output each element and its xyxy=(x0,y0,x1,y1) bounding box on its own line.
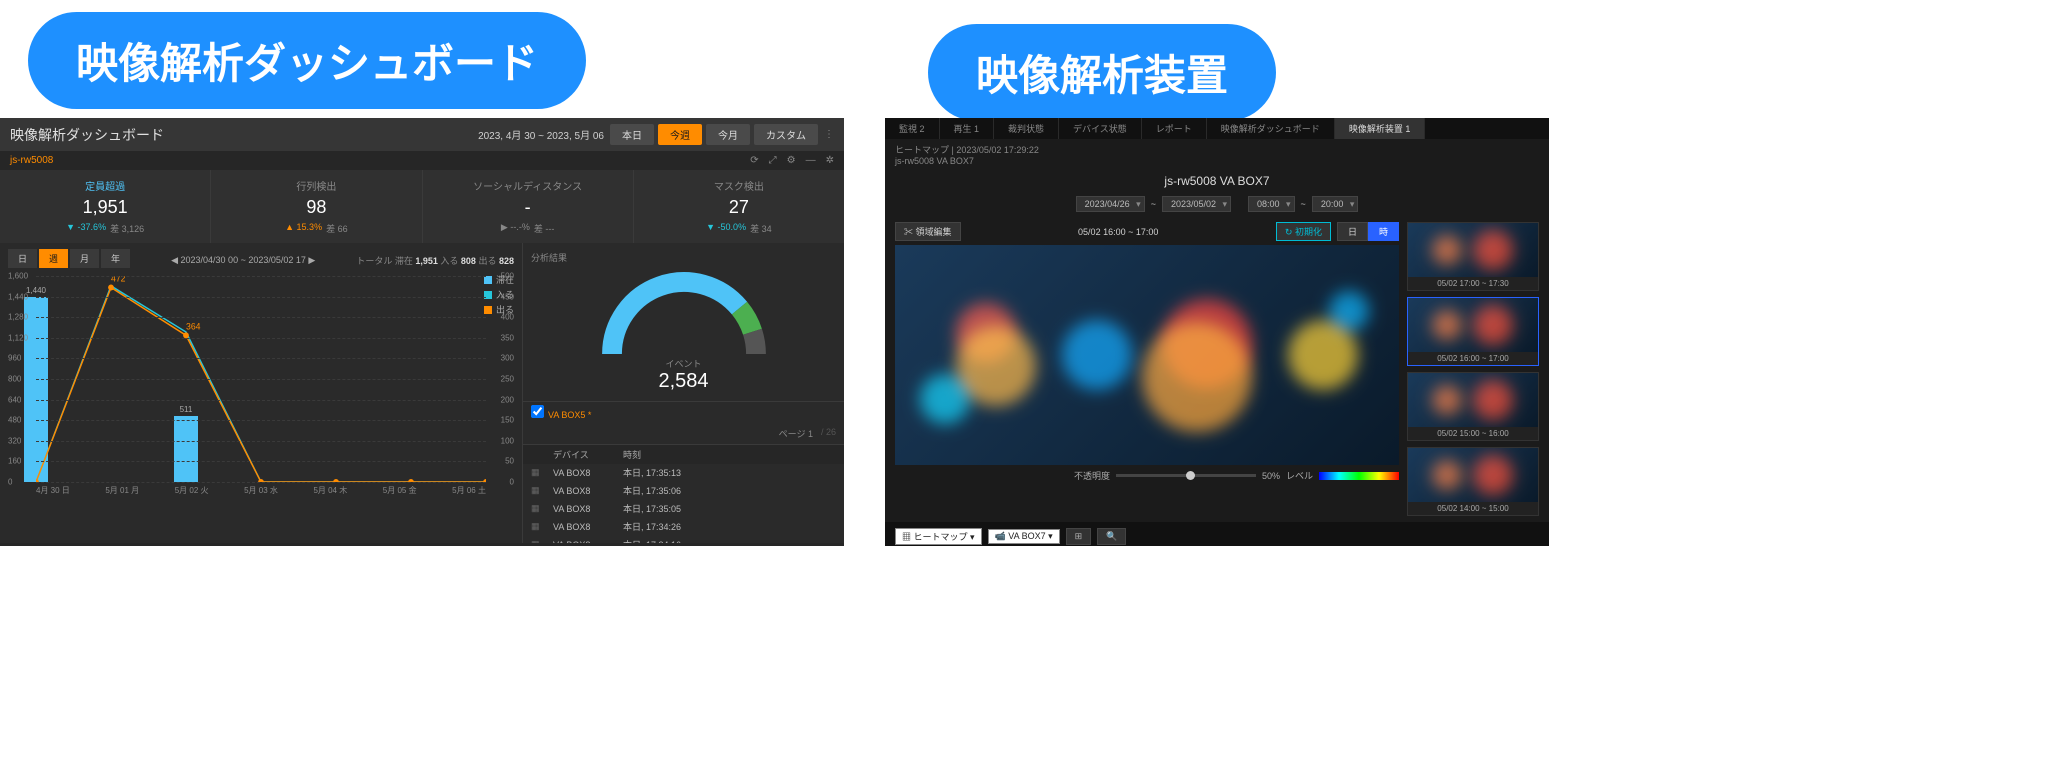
mode-day[interactable]: 日 xyxy=(1337,222,1368,241)
device-footer: ▦ ヒートマップ ▾ 📹 VA BOX7 ▾ ⊞ 🔍 本日 1週間 開始時刻: … xyxy=(885,522,1549,546)
thumb-3[interactable]: 05/02 14:00 ~ 15:00 xyxy=(1407,447,1539,516)
chart-panel: 日週月年 ◀ 2023/04/30 00 ~ 2023/05/02 17 ▶ ト… xyxy=(0,243,522,543)
stat-cell-1[interactable]: 行列検出 98 ▲ 15.3%差 66 xyxy=(211,170,422,243)
device-tab-0[interactable]: 監視 2 xyxy=(885,118,940,139)
footer-timestamp: 最終アップデート : 2023/05/02 17:35:25 xyxy=(0,543,844,546)
range-buttons: 本日 今週 今月 カスタム xyxy=(610,124,818,145)
gauge-chart xyxy=(594,264,774,354)
pill-device: 映像解析装置 xyxy=(928,24,1276,121)
stat-cell-3[interactable]: マスク検出 27 ▼ -50.0%差 34 xyxy=(634,170,844,243)
device-tab-3[interactable]: デバイス状態 xyxy=(1059,118,1142,139)
dashboard-card: 映像解析ダッシュボード 2023, 4月 30 ~ 2023, 5月 06 本日… xyxy=(0,118,844,546)
device-tabs: 監視 2再生 1裁判状態デバイス状態レポート映像解析ダッシュボード映像解析装置 … xyxy=(885,118,1549,139)
time-tabs: 日週月年 xyxy=(8,249,130,268)
range-week[interactable]: 今週 xyxy=(658,124,702,145)
device-subdevice: js-rw5008 VA BOX7 xyxy=(895,156,974,166)
thumb-2[interactable]: 05/02 15:00 ~ 16:00 xyxy=(1407,372,1539,441)
device-tab-1[interactable]: 再生 1 xyxy=(940,118,995,139)
event-row[interactable]: ▦VA BOX8本日, 17:34:26 xyxy=(523,518,844,536)
device-name: js-rw5008 xyxy=(10,155,53,166)
gear-icon[interactable]: ⚙ xyxy=(787,155,796,166)
init-button[interactable]: ↻ 初期化 xyxy=(1276,222,1331,241)
heatmap-time-caption: 05/02 16:00 ~ 17:00 xyxy=(1078,227,1158,237)
device-title: js-rw5008 VA BOX7 xyxy=(885,170,1549,192)
chart-totals: トータル 滞在 1,951 入る 808 出る 828 xyxy=(356,254,514,267)
event-page-total: / 26 xyxy=(821,427,836,440)
event-page: ページ 1 xyxy=(779,427,813,440)
settings-icon[interactable]: ✲ xyxy=(826,155,834,166)
vabox-filter[interactable]: VA BOX5 * xyxy=(523,402,844,423)
stat-cell-2[interactable]: ソーシャルディスタンス - ▶ --.-%差 --- xyxy=(423,170,634,243)
from-date-dd[interactable]: 2023/04/26 xyxy=(1076,196,1145,212)
gauge-event-label: イベント xyxy=(531,357,836,370)
event-row[interactable]: ▦VA BOX8本日, 17:34:16 xyxy=(523,536,844,543)
opacity-label: 不透明度 xyxy=(1074,469,1110,482)
thumb-0[interactable]: 05/02 17:00 ~ 17:30 xyxy=(1407,222,1539,291)
gauge-box: 分析結果 イベント 2,584 xyxy=(523,243,844,402)
refresh-icon[interactable]: ⟳ xyxy=(750,155,758,166)
dashboard-title: 映像解析ダッシュボード xyxy=(10,125,164,145)
chart-range: 2023/04/30 00 ~ 2023/05/02 17 xyxy=(181,255,306,265)
heatmap-panel: ✂ 領域編集 05/02 16:00 ~ 17:00 ↻ 初期化 日 時 不透明… xyxy=(895,222,1399,516)
opacity-slider[interactable] xyxy=(1116,474,1256,477)
side-panel: 分析結果 イベント 2,584 VA BOX5 * ページ 1 / 26 デバイ… xyxy=(522,243,844,543)
time-tab-2[interactable]: 月 xyxy=(70,249,99,268)
time-tab-3[interactable]: 年 xyxy=(101,249,130,268)
level-label: レベル xyxy=(1286,469,1313,482)
event-row[interactable]: ▦VA BOX8本日, 17:35:05 xyxy=(523,500,844,518)
menu-icon[interactable]: ⋮ xyxy=(824,129,834,140)
chart-area: 1,440 511 472364 4月 30 日5月 01 月5月 02 火5月… xyxy=(8,276,514,496)
to-date-dd[interactable]: 2023/05/02 xyxy=(1162,196,1231,212)
event-list: ▦VA BOX8本日, 17:35:13▦VA BOX8本日, 17:35:06… xyxy=(523,464,844,543)
dashboard-header: 映像解析ダッシュボード 2023, 4月 30 ~ 2023, 5月 06 本日… xyxy=(0,118,844,151)
event-columns: デバイス時刻 xyxy=(523,445,844,464)
magnify-icon[interactable]: 🔍 xyxy=(1097,528,1126,545)
device-subline: ヒートマップ | 2023/05/02 17:29:22 xyxy=(895,145,1039,155)
event-row[interactable]: ▦VA BOX8本日, 17:35:13 xyxy=(523,464,844,482)
range-today[interactable]: 本日 xyxy=(610,124,654,145)
svg-text:472: 472 xyxy=(111,276,126,284)
event-row[interactable]: ▦VA BOX8本日, 17:35:06 xyxy=(523,482,844,500)
expand-icon[interactable]: ⤢ xyxy=(769,155,777,166)
stat-row: 定員超過 1,951 ▼ -37.6%差 3,126 行列検出 98 ▲ 15.… xyxy=(0,170,844,243)
thumbnail-list: 05/02 17:00 ~ 17:30 05/02 16:00 ~ 17:00 … xyxy=(1407,222,1539,516)
dashboard-date-range: 2023, 4月 30 ~ 2023, 5月 06 xyxy=(478,127,604,142)
time-tab-0[interactable]: 日 xyxy=(8,249,37,268)
search-icon[interactable]: ⊞ xyxy=(1066,528,1092,545)
svg-text:364: 364 xyxy=(186,321,201,331)
heatmap-view[interactable] xyxy=(895,245,1399,465)
device-tab-4[interactable]: レポート xyxy=(1142,118,1207,139)
device-card: 監視 2再生 1裁判状態デバイス状態レポート映像解析ダッシュボード映像解析装置 … xyxy=(885,118,1549,546)
level-spectrum xyxy=(1319,472,1399,480)
range-custom[interactable]: カスタム xyxy=(754,124,818,145)
device-tab-6[interactable]: 映像解析装置 1 xyxy=(1335,118,1426,139)
mode-hour[interactable]: 時 xyxy=(1368,222,1399,241)
heatmap-type-dd[interactable]: ▦ ヒートマップ ▾ xyxy=(895,528,982,545)
to-time-dd[interactable]: 20:00 xyxy=(1312,196,1359,212)
pill-dashboard: 映像解析ダッシュボード xyxy=(28,12,586,109)
thumb-1[interactable]: 05/02 16:00 ~ 17:00 xyxy=(1407,297,1539,366)
device-daterange-controls: 2023/04/26 ~ 2023/05/02 08:00 ~ 20:00 xyxy=(885,192,1549,216)
device-tab-5[interactable]: 映像解析ダッシュボード xyxy=(1207,118,1335,139)
box-dd[interactable]: 📹 VA BOX7 ▾ xyxy=(988,529,1060,544)
time-tab-1[interactable]: 週 xyxy=(39,249,68,268)
gauge-value: 2,584 xyxy=(531,370,836,393)
device-subheader: js-rw5008 ⟳ ⤢ ⚙ — ✲ xyxy=(0,151,844,170)
opacity-value: 50% xyxy=(1262,471,1280,481)
mode-toggle: 日 時 xyxy=(1337,222,1399,241)
device-tab-2[interactable]: 裁判状態 xyxy=(994,118,1059,139)
from-time-dd[interactable]: 08:00 xyxy=(1248,196,1295,212)
region-edit-button[interactable]: ✂ 領域編集 xyxy=(895,222,961,241)
gauge-caption: 分析結果 xyxy=(531,251,836,264)
minus-icon[interactable]: — xyxy=(806,155,816,166)
range-month[interactable]: 今月 xyxy=(706,124,750,145)
stat-cell-0[interactable]: 定員超過 1,951 ▼ -37.6%差 3,126 xyxy=(0,170,211,243)
